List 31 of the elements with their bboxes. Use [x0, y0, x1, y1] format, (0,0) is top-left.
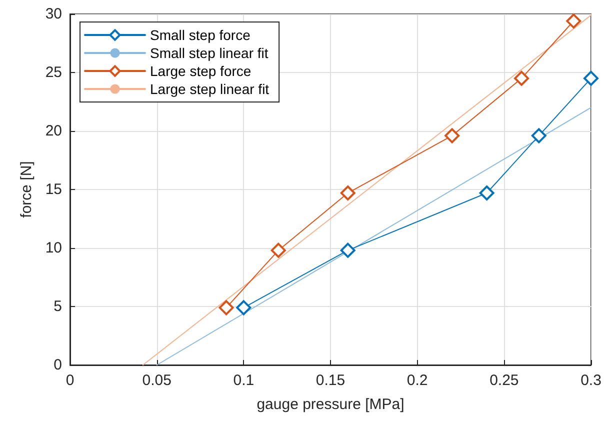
legend-label: Large step force [150, 63, 252, 79]
x-tick-label: 0 [66, 372, 74, 389]
x-tick-label: 0.15 [316, 372, 346, 389]
legend-label: Large step linear fit [150, 81, 270, 97]
x-tick-label: 0.05 [142, 372, 172, 389]
x-tick-label: 0.3 [580, 372, 602, 389]
point [270, 242, 286, 258]
x-tick-label: 0.1 [233, 372, 254, 389]
point [514, 70, 530, 86]
y-tick-label: 25 [45, 64, 62, 81]
y-tick-label: 5 [54, 298, 62, 315]
y-tick-label: 30 [45, 6, 62, 22]
legend-label: Small step force [150, 27, 251, 43]
y-tick-label: 20 [45, 122, 62, 140]
y-tick-label: 10 [45, 240, 62, 256]
point [340, 186, 356, 201]
point [218, 300, 234, 316]
point [479, 186, 494, 201]
point [566, 14, 582, 29]
y-tick-label: 0 [54, 356, 62, 374]
point [340, 242, 356, 258]
x-tick-label: 0.25 [490, 372, 519, 389]
point [236, 300, 252, 316]
x-axis-title: gauge pressure [MPa] [256, 396, 404, 413]
y-tick-label: 15 [45, 181, 62, 198]
point [584, 70, 598, 86]
point [531, 128, 546, 144]
y-axis-title: force [N] [18, 161, 35, 218]
point [444, 128, 460, 144]
legend-label: Small step linear fit [150, 45, 268, 61]
x-tick-label: 0.2 [406, 372, 428, 389]
